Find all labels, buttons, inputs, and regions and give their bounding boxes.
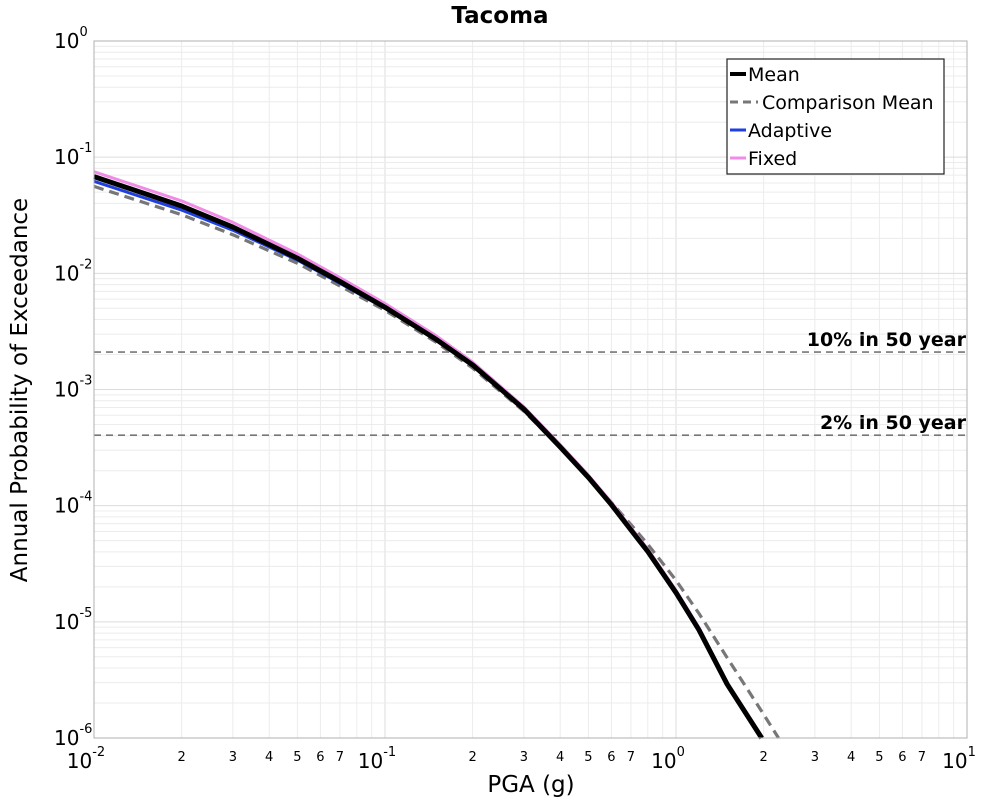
y-axis-title: Annual Probability of Exceedance	[7, 198, 33, 582]
x-minor-tick-label: 2	[177, 750, 185, 765]
x-minor-tick-label: 2	[468, 750, 476, 765]
x-minor-tick-label: 3	[229, 750, 237, 765]
legend: Mean Comparison Mean Adaptive Fixed	[726, 58, 945, 175]
legend-label: Adaptive	[748, 120, 832, 142]
x-minor-tick-label: 7	[918, 750, 926, 765]
y-tick-label: 10-4	[54, 490, 92, 518]
plot-frame	[93, 40, 968, 739]
series-line-comparison-mean	[93, 184, 780, 739]
x-minor-tick-label: 5	[584, 750, 592, 765]
y-tick-label: 10-3	[54, 374, 92, 402]
y-tick-label: 10-1	[54, 141, 92, 169]
x-minor-tick-label: 5	[293, 750, 301, 765]
grid	[93, 41, 967, 739]
x-minor-tick-label: 7	[336, 750, 344, 765]
legend-label: Comparison Mean	[762, 92, 934, 114]
x-minor-tick-label: 6	[607, 750, 615, 765]
x-minor-tick-label: 2	[759, 750, 767, 765]
legend-label: Fixed	[748, 148, 797, 170]
chart-title: Tacoma	[451, 3, 548, 29]
x-minor-tick-label: 6	[316, 750, 324, 765]
x-minor-tick-label: 4	[265, 750, 273, 765]
reference-line-label: 10% in 50 year	[807, 329, 967, 351]
series-lines	[93, 170, 780, 740]
x-minor-tick-label: 5	[875, 750, 883, 765]
x-minor-tick-label: 4	[847, 750, 855, 765]
series-line-mean	[93, 174, 764, 740]
x-minor-tick-label: 4	[556, 750, 564, 765]
legend-label: Mean	[748, 64, 800, 86]
reference-line-label: 2% in 50 year	[820, 412, 967, 434]
x-axis-title: PGA (g)	[487, 772, 574, 798]
x-minor-tick-label: 3	[811, 750, 819, 765]
x-minor-tick-label: 7	[627, 750, 635, 765]
legend-box	[726, 58, 945, 175]
x-minor-tick-label: 6	[898, 750, 906, 765]
x-minor-tick-label: 3	[520, 750, 528, 765]
reference-lines: 10% in 50 year 2% in 50 year	[94, 329, 967, 437]
